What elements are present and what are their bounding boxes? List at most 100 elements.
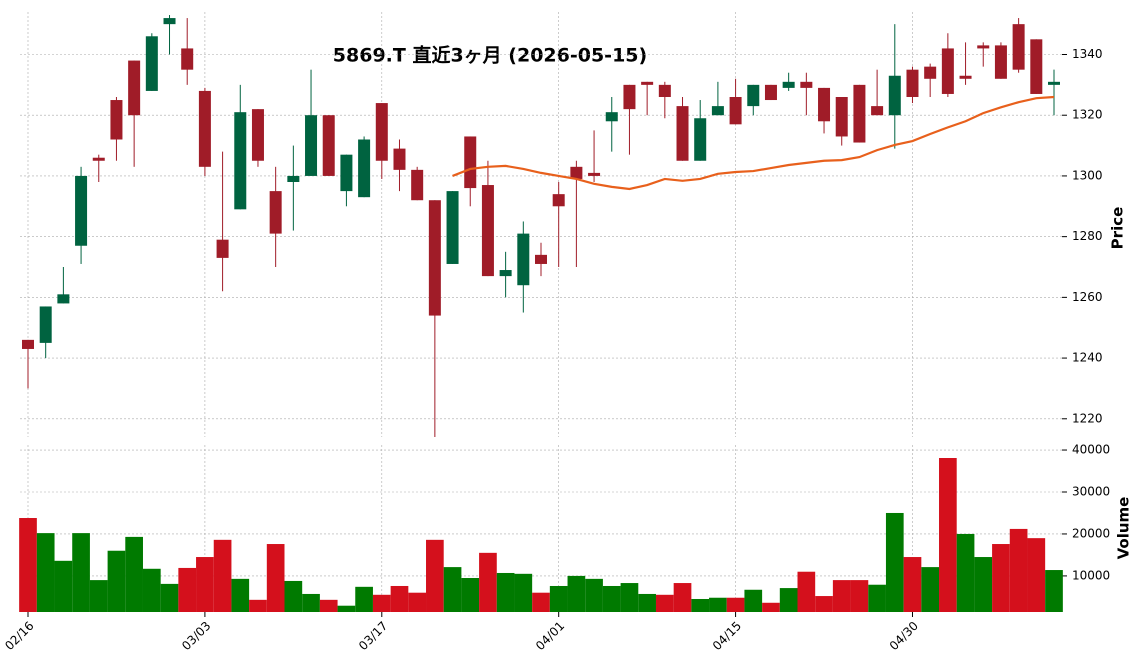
volume-bar (726, 597, 745, 612)
volume-bar (868, 584, 886, 612)
candle-body (623, 84, 636, 110)
candle-body (994, 45, 1007, 79)
candle-body (853, 84, 866, 143)
candle-body (428, 200, 441, 316)
candle-body (251, 109, 264, 161)
candle-body (658, 84, 671, 97)
y-tick-label: 1220 (1072, 411, 1103, 425)
y-tick-label: 10000 (1072, 568, 1110, 582)
candle-body (835, 97, 848, 137)
x-tick-label: 04/30 (887, 619, 921, 653)
candle-body (446, 191, 459, 264)
candle-body (216, 239, 229, 258)
volume-bar (1045, 570, 1063, 612)
volume-bar (390, 585, 409, 612)
volume-bar (249, 599, 267, 612)
volume-bar (496, 572, 515, 612)
candle-body (234, 112, 247, 210)
volume-bar (956, 533, 975, 612)
candle-body (694, 118, 707, 161)
volume-bar (549, 585, 568, 612)
candle-body (57, 294, 70, 304)
volume-bar (620, 583, 639, 612)
candle-body (198, 90, 211, 167)
volume-bar (974, 557, 993, 612)
candle-body (747, 84, 760, 107)
moving-average-line (452, 95, 1055, 191)
volume-bar (319, 599, 338, 612)
volume-bar (426, 539, 444, 612)
candle-body (481, 185, 494, 277)
y-tick-label: 1320 (1072, 108, 1103, 122)
candle-body (340, 154, 353, 192)
volume-bar (196, 557, 214, 612)
y-tick-label: 20000 (1072, 526, 1110, 540)
y-axis-title: Price (1109, 207, 1127, 250)
candle-body (128, 60, 141, 116)
candle-body (535, 254, 547, 264)
candle-body (711, 106, 724, 116)
y-tick-label: 1340 (1072, 47, 1103, 61)
candle-body (393, 148, 406, 170)
volume-bar (638, 593, 656, 612)
volume-bar (1027, 538, 1046, 612)
volume-bar (709, 597, 727, 612)
candle-body (1030, 39, 1043, 94)
volume-bar (832, 580, 851, 612)
candle-body (39, 306, 52, 343)
volume-bar (744, 589, 763, 612)
y-tick-label: 30000 (1072, 484, 1110, 498)
candle-body (764, 84, 777, 101)
candle-body (464, 136, 477, 189)
y-axis-title: Volume (1115, 497, 1133, 560)
candle-body (924, 66, 937, 79)
volume-bar (107, 550, 126, 612)
candle-body (941, 48, 954, 94)
candle-body (305, 115, 318, 176)
volume-bar (408, 592, 427, 612)
candle-body (871, 106, 884, 116)
volume-bar (54, 560, 73, 612)
candle-body (110, 100, 123, 140)
candle-body (92, 157, 105, 161)
volume-bar (372, 594, 391, 612)
candle-body (641, 81, 654, 85)
volume-bar (903, 557, 922, 612)
candle-body (1048, 81, 1060, 85)
candle-body (782, 81, 795, 88)
candle-body (818, 87, 831, 122)
candle-body (570, 166, 583, 179)
volume-bar (1009, 528, 1028, 612)
volume-bar (355, 586, 373, 612)
candle-body (411, 169, 424, 201)
volume-bar (939, 458, 957, 612)
volume-bar (992, 544, 1010, 612)
volume-bar (36, 533, 55, 612)
volume-bar (691, 598, 710, 612)
volume-bar (797, 571, 816, 612)
candle-body (729, 97, 742, 125)
candle-body (552, 194, 565, 207)
volume-bar (479, 552, 497, 612)
volume-bar (284, 580, 303, 612)
grid-layer (20, 12, 1062, 612)
volume-bar (850, 580, 869, 612)
volume-bar (160, 583, 179, 612)
volume-bar (266, 544, 285, 612)
candle-body (800, 81, 813, 88)
volume-bar (585, 578, 603, 612)
volume-bar (72, 533, 90, 612)
volume-bar (125, 536, 143, 612)
candle-body (588, 172, 601, 176)
y-tick-label: 1280 (1072, 229, 1103, 243)
volume-bar (762, 602, 780, 612)
y-tick-label: 1260 (1072, 290, 1103, 304)
candle-body (181, 48, 194, 70)
candle-body (75, 175, 88, 246)
volume-bar (89, 580, 108, 612)
x-tick-label: 02/16 (2, 619, 36, 653)
candle-body (676, 106, 689, 161)
candle-body (517, 233, 530, 286)
volume-bar (673, 583, 692, 612)
